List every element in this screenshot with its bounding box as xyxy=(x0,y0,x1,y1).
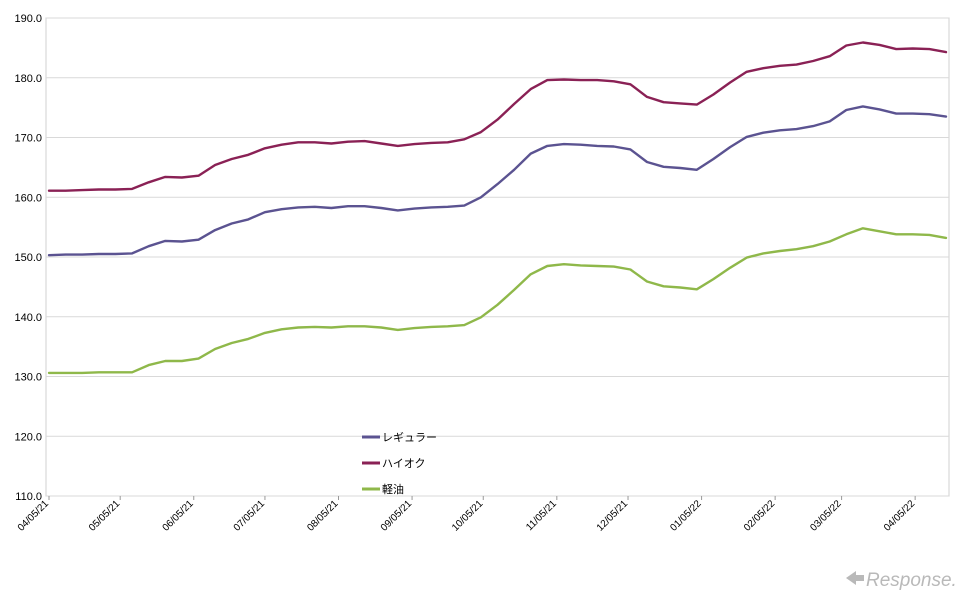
legend-label: 軽油 xyxy=(382,482,404,496)
series-line-0 xyxy=(47,105,948,257)
logo-arrow-icon xyxy=(846,571,864,585)
x-tick-label: 01/05/22 xyxy=(668,498,704,534)
x-tick-label: 02/05/22 xyxy=(742,498,778,534)
x-tick-label: 03/05/22 xyxy=(808,498,844,534)
y-tick-label: 130.0 xyxy=(14,372,42,384)
y-axis-ticks: 110.0 120.0 130.0 140.0 150.0 160.0 170.0 180.0… xyxy=(14,13,42,503)
gridlines xyxy=(46,17,949,497)
x-axis-ticks: 04/05/21 05/05/21 06/05/21 07/05/21 08/05/21… xyxy=(16,496,918,534)
y-tick-label: 150.0 xyxy=(14,252,42,264)
series-lines xyxy=(47,41,948,375)
x-tick-label: 07/05/21 xyxy=(232,498,268,534)
x-tick-label: 04/05/22 xyxy=(882,498,918,534)
y-tick-label: 120.0 xyxy=(14,431,42,443)
x-tick-label: 10/05/21 xyxy=(450,498,486,534)
watermark-text: Response. xyxy=(866,570,957,591)
y-tick-label: 180.0 xyxy=(14,73,42,85)
x-tick-label: 06/05/21 xyxy=(161,498,197,534)
x-tick-label: 11/05/21 xyxy=(524,498,559,533)
y-tick-label: 140.0 xyxy=(14,312,42,324)
legend-label: ハイオク xyxy=(382,457,426,470)
x-tick-label: 05/05/21 xyxy=(87,498,123,534)
series-line-2 xyxy=(47,227,948,375)
y-tick-label: 190.0 xyxy=(14,13,42,25)
legend-label: レギュラー xyxy=(382,431,437,444)
x-tick-label: 08/05/21 xyxy=(305,498,341,534)
x-tick-label: 12/05/21 xyxy=(595,498,631,534)
y-tick-label: 170.0 xyxy=(14,133,42,145)
x-tick-label: 04/05/21 xyxy=(16,498,52,534)
x-tick-label: 09/05/21 xyxy=(379,498,415,534)
response-logo: Response. xyxy=(846,570,957,591)
y-tick-label: 110.0 xyxy=(15,491,42,503)
y-tick-label: 160.0 xyxy=(14,192,42,204)
series-line-1 xyxy=(47,41,948,192)
